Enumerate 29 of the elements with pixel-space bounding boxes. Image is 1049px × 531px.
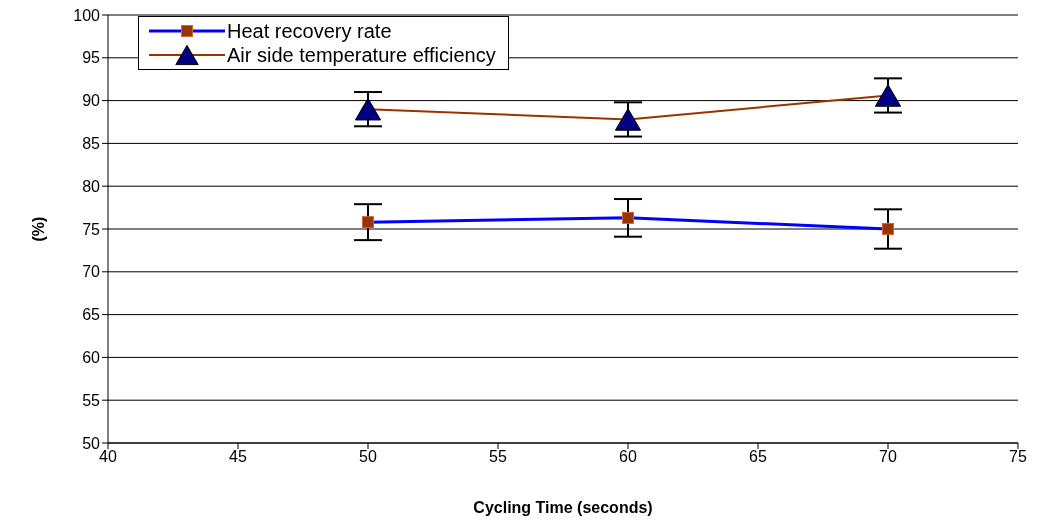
y-tick-label: 55 (82, 391, 101, 409)
legend-label: Air side temperature efficiency (227, 43, 496, 67)
x-axis-title: Cycling Time (seconds) (473, 499, 653, 516)
y-tick-label: 70 (82, 263, 101, 281)
x-tick-label: 60 (619, 448, 637, 466)
y-tick-label: 95 (82, 49, 101, 67)
point (622, 211, 634, 224)
y-axis-title: (%) (29, 216, 47, 242)
point (354, 97, 382, 121)
y-tick-label: 90 (82, 92, 101, 110)
y-tick-label: 65 (82, 306, 101, 324)
y-tick-label: 100 (73, 6, 101, 24)
legend-label: Heat recovery rate (227, 19, 392, 43)
point (614, 108, 642, 131)
x-tick-label: 45 (229, 448, 247, 466)
x-tick-label: 50 (359, 448, 377, 466)
x-tick-label: 55 (489, 448, 507, 466)
point (362, 216, 374, 229)
y-tick-label: 50 (82, 434, 101, 452)
x-tick-label: 75 (1009, 448, 1027, 466)
point (882, 223, 894, 235)
x-tick-label: 70 (879, 448, 897, 466)
y-tick-label: 60 (82, 349, 101, 367)
y-tick-label: 75 (82, 220, 101, 238)
y-tick-label: 80 (82, 177, 101, 195)
point (874, 84, 902, 107)
x-tick-label: 65 (749, 448, 767, 466)
y-tick-label: 85 (82, 135, 101, 153)
x-tick-label: 40 (99, 448, 117, 466)
